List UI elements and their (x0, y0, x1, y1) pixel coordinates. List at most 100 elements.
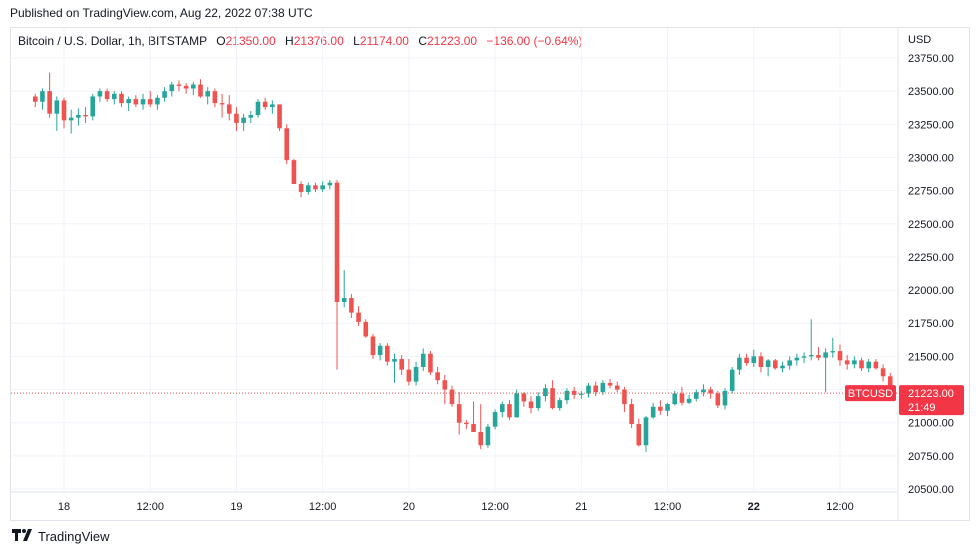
time-tick-label: 20 (403, 501, 415, 513)
candle-body (111, 93, 117, 100)
bar-countdown: 21:49 (908, 402, 936, 414)
candle-body (191, 84, 196, 89)
candle-body (650, 406, 656, 418)
candle-body (420, 353, 426, 367)
open-value: 21350.00 (225, 34, 276, 48)
candle-body (47, 91, 52, 114)
time-tick-label: 18 (58, 501, 70, 513)
candle-body (284, 128, 290, 161)
candle-body (255, 101, 261, 116)
candle-body (456, 404, 462, 423)
price-tick-label: 23750.00 (908, 53, 954, 65)
last-price-value: 21223.00 (908, 388, 954, 400)
candle-body (787, 360, 792, 366)
candle-body (277, 104, 282, 129)
time-axis-ticks: 18 12:00 19 12:00 20 12:00 21 12:00 22 12:00 (58, 501, 854, 513)
footer-brand[interactable]: TradingView (12, 529, 110, 544)
candle-body (557, 400, 563, 409)
candle-body (435, 372, 440, 381)
candle-body (887, 376, 893, 394)
candle-body (543, 388, 548, 397)
price-tick-label: 23250.00 (908, 119, 954, 131)
candle-body (449, 389, 455, 405)
high-value: 21376.00 (293, 34, 344, 48)
price-tick-label: 21500.00 (908, 351, 954, 363)
candle-body (643, 417, 649, 446)
candle-body (377, 345, 383, 356)
candle-body (169, 84, 175, 92)
candle-body (313, 185, 318, 190)
candle-body (816, 355, 821, 358)
open-label: O (216, 34, 226, 48)
candle-body (629, 404, 634, 425)
candle-body (68, 117, 74, 121)
candle-body (133, 99, 139, 105)
candle-body (442, 380, 448, 390)
candle-body (701, 389, 706, 393)
candle-body (226, 104, 232, 114)
candle-body (607, 382, 613, 386)
symbol-tag-text: BTCUSD (848, 388, 893, 400)
candle-body (413, 366, 419, 382)
high-label: H (285, 34, 294, 48)
candle-body (693, 392, 699, 399)
candle-body (686, 398, 692, 403)
candle-body (715, 393, 721, 406)
candle-body (808, 355, 814, 357)
price-axis-ticks: 23750.00 23500.00 23250.00 23000.00 22750.00… (908, 53, 954, 496)
candle-body (658, 406, 663, 411)
price-tick-label: 20750.00 (908, 451, 954, 463)
candle-body (212, 91, 218, 104)
price-tick-label: 20500.00 (908, 484, 954, 496)
candle-body (773, 360, 778, 369)
candle-body (586, 385, 591, 394)
time-tick-label: 12:00 (481, 501, 509, 513)
chart-frame (10, 27, 970, 521)
candles (32, 72, 893, 452)
candle-body (751, 356, 757, 364)
time-tick-label: 21 (575, 501, 587, 513)
candle-body (866, 361, 872, 369)
candle-body (464, 422, 469, 425)
candle-body (291, 160, 297, 184)
candle-body (320, 185, 325, 190)
candle-body (672, 393, 678, 405)
brand-name: TradingView (38, 529, 110, 544)
low-value: 21174.00 (359, 34, 409, 48)
candle-body (270, 104, 275, 108)
candle-body (679, 393, 685, 403)
candle-body (406, 369, 412, 382)
candle-body (801, 356, 807, 358)
candle-body (183, 85, 189, 89)
candle-body (248, 115, 254, 118)
symbol-tag-bg (845, 385, 896, 402)
candle-body (571, 390, 577, 395)
candle-body (32, 96, 38, 102)
candle-body (83, 115, 88, 117)
price-tick-label: 22250.00 (908, 252, 954, 264)
candle-body (823, 352, 828, 358)
candle-body (327, 182, 333, 186)
candle-body (234, 113, 239, 123)
candle-body (262, 101, 268, 108)
candle-body (579, 393, 584, 395)
change-value: −136.00 (−0.64%) (486, 34, 583, 48)
candle-body (478, 431, 484, 446)
candle-body (564, 390, 570, 401)
price-tick-label: 23500.00 (908, 86, 954, 98)
candle-body (485, 426, 491, 446)
time-tick-label: 12:00 (826, 501, 854, 513)
last-price-tag-bg (899, 385, 964, 416)
candle-body (471, 424, 476, 432)
candle-body (392, 359, 397, 362)
candle-body (521, 393, 527, 402)
candle-body (205, 91, 210, 97)
candle-body (744, 357, 749, 364)
candle-body (844, 360, 850, 365)
candle-body (334, 182, 340, 303)
candle-body (614, 385, 620, 390)
candle-body (428, 353, 433, 373)
candle-body (219, 103, 225, 105)
candle-body (126, 99, 131, 104)
